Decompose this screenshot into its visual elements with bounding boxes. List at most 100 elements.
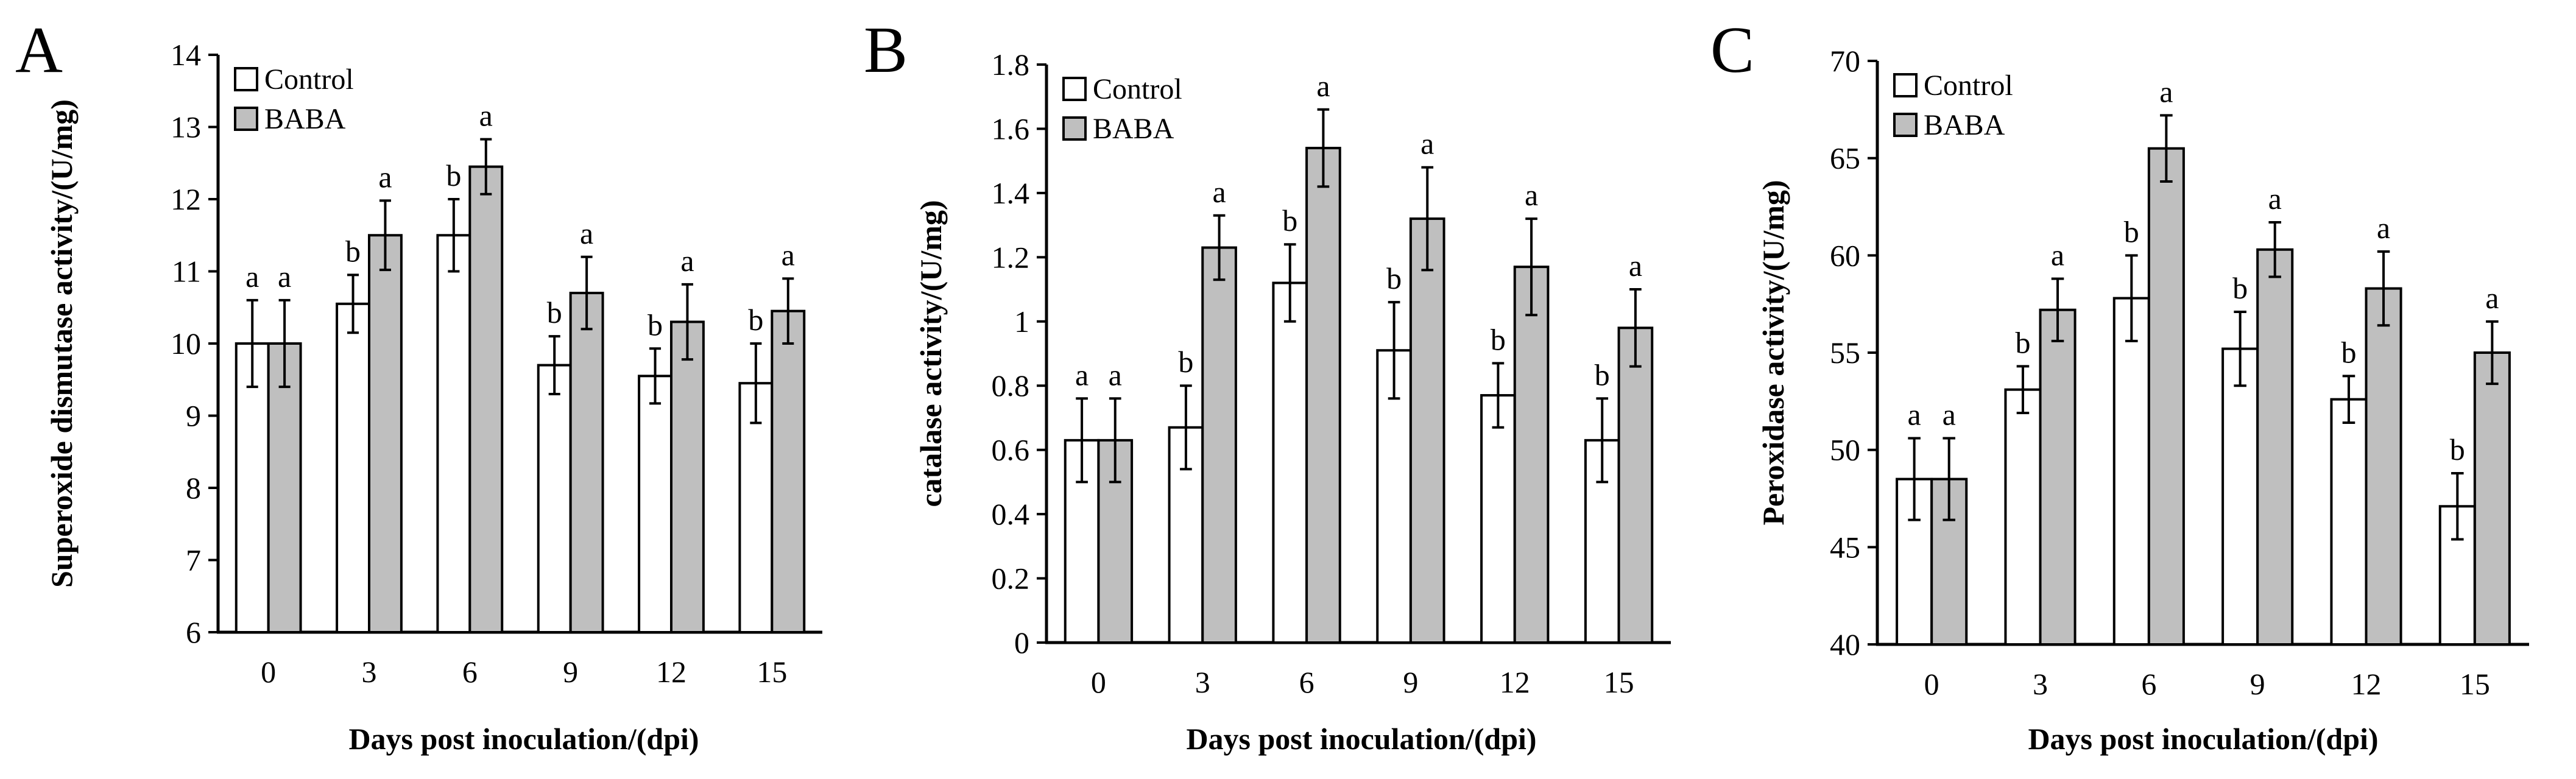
bar-baba-15 [2473,351,2511,646]
significance-label: a [2051,238,2064,272]
y-tick-label: 8 [186,471,201,505]
legend-label-baba: BABA [1924,109,2005,141]
y-tick-label: 1.6 [992,111,1030,146]
significance-label: a [1075,358,1089,392]
y-tick-label: 10 [171,326,201,361]
y-tick-label: 0.8 [992,368,1030,403]
significance-label: b [547,295,562,330]
significance-label: a [1629,249,1642,283]
y-tick-label: 7 [186,543,201,577]
y-tick-label: 9 [186,399,201,433]
significance-label: b [2124,214,2139,249]
y-tick-label: 14 [171,38,201,72]
bar-baba-3 [1201,246,1237,644]
significance-label: a [2159,74,2173,108]
x-tick-label: 15 [757,655,787,689]
y-tick-label: 60 [1830,238,1860,272]
significance-label: b [2341,335,2356,369]
bar-baba-9 [1409,217,1445,644]
y-tick-label: 0.4 [992,497,1030,531]
panel-letter: B [864,14,908,86]
significance-label: a [1420,127,1434,161]
significance-label: b [345,234,361,268]
x-tick-label: 6 [2141,667,2156,701]
bar-control-12 [1480,394,1516,644]
significance-label: b [1178,345,1193,379]
y-axis-title: catalase activity/(U/mg) [914,200,948,507]
bar-control-3 [336,302,370,633]
x-tick-label: 15 [2460,667,2490,701]
x-tick-label: 0 [261,655,276,689]
x-tick-label: 3 [362,655,377,689]
panel-letter: A [15,14,63,86]
bar-control-3 [2004,388,2042,646]
significance-label: a [1943,398,1956,432]
significance-label: a [2268,182,2282,216]
significance-label: b [1595,358,1610,392]
significance-label: a [680,244,694,278]
legend-swatch-baba [234,107,258,131]
legend-label-control: Control [1093,73,1182,105]
y-tick-label: 40 [1830,627,1860,661]
y-axis-title: Superoxide dismutase activity/(U/mg) [44,99,79,588]
bar-control-9 [2221,347,2259,646]
x-tick-label: 3 [1195,665,1210,699]
x-tick-label: 9 [2250,667,2265,701]
significance-label: a [245,259,259,294]
y-tick-label: 0.6 [992,433,1030,467]
y-tick-label: 1 [1014,305,1029,339]
y-tick-label: 1.4 [992,176,1030,210]
significance-label: b [1386,261,1402,295]
x-axis-title: Days post inoculation/(dpi) [2028,722,2378,756]
x-axis-title: Days post inoculation/(dpi) [1186,722,1536,756]
y-tick-label: 0.2 [992,562,1030,596]
y-axis-title: Peroxidase activity/(U/mg) [1756,180,1790,526]
significance-label: a [378,160,392,194]
bar-control-0 [235,342,270,633]
significance-label: b [1491,322,1506,356]
x-tick-label: 9 [1403,665,1418,699]
significance-label: b [2450,432,2465,467]
x-tick-label: 12 [656,655,686,689]
y-tick-label: 13 [171,110,201,144]
significance-label: b [2232,271,2248,305]
x-tick-label: 0 [1924,667,1939,701]
y-tick-label: 65 [1830,141,1860,175]
x-tick-label: 12 [2351,667,2382,701]
chart-panel-b: B 0 0.2 0.4 0.6 0.8 1 1.2 1.4 1.6 1.8 catalase acti… [864,14,1671,756]
bar-control-9 [537,364,572,633]
y-tick-label: 55 [1830,336,1860,370]
significance-label: b [648,308,663,342]
significance-label: b [2015,325,2030,359]
legend-label-baba: BABA [1093,113,1174,145]
y-tick-label: 45 [1830,530,1860,564]
x-axis-title: Days post inoculation/(dpi) [348,722,699,756]
x-tick-label: 9 [563,655,578,689]
y-tick-label: 12 [171,182,201,216]
legend-swatch-control [1062,77,1087,101]
chart-panel-a: A 6 7 8 9 10 11 12 13 14 Superoxide dismutase acti… [15,14,822,756]
bar-baba-15 [1617,326,1654,644]
significance-label: a [1109,358,1122,392]
legend-label-control: Control [1924,69,2013,102]
significance-label: a [1212,175,1226,209]
significance-label: a [782,238,795,272]
y-tick-label: 11 [172,255,201,289]
y-tick-label: 0 [1014,626,1029,660]
significance-label: a [1525,178,1538,212]
y-tick-label: 70 [1830,44,1860,78]
bar-baba-12 [2365,287,2402,646]
bar-baba-6 [1305,147,1341,644]
bar-baba-6 [468,165,504,633]
bar-baba-12 [1513,266,1550,644]
legend-label-control: Control [264,63,354,96]
y-tick-label: 6 [186,615,201,649]
bar-control-6 [436,234,471,633]
significance-label: b [748,303,763,337]
y-tick-label: 1.2 [992,240,1030,274]
significance-label: b [1282,203,1297,238]
legend-swatch-baba [1893,113,1918,137]
significance-label: b [446,158,461,192]
legend-swatch-control [234,67,258,91]
bar-baba-0 [267,342,302,633]
